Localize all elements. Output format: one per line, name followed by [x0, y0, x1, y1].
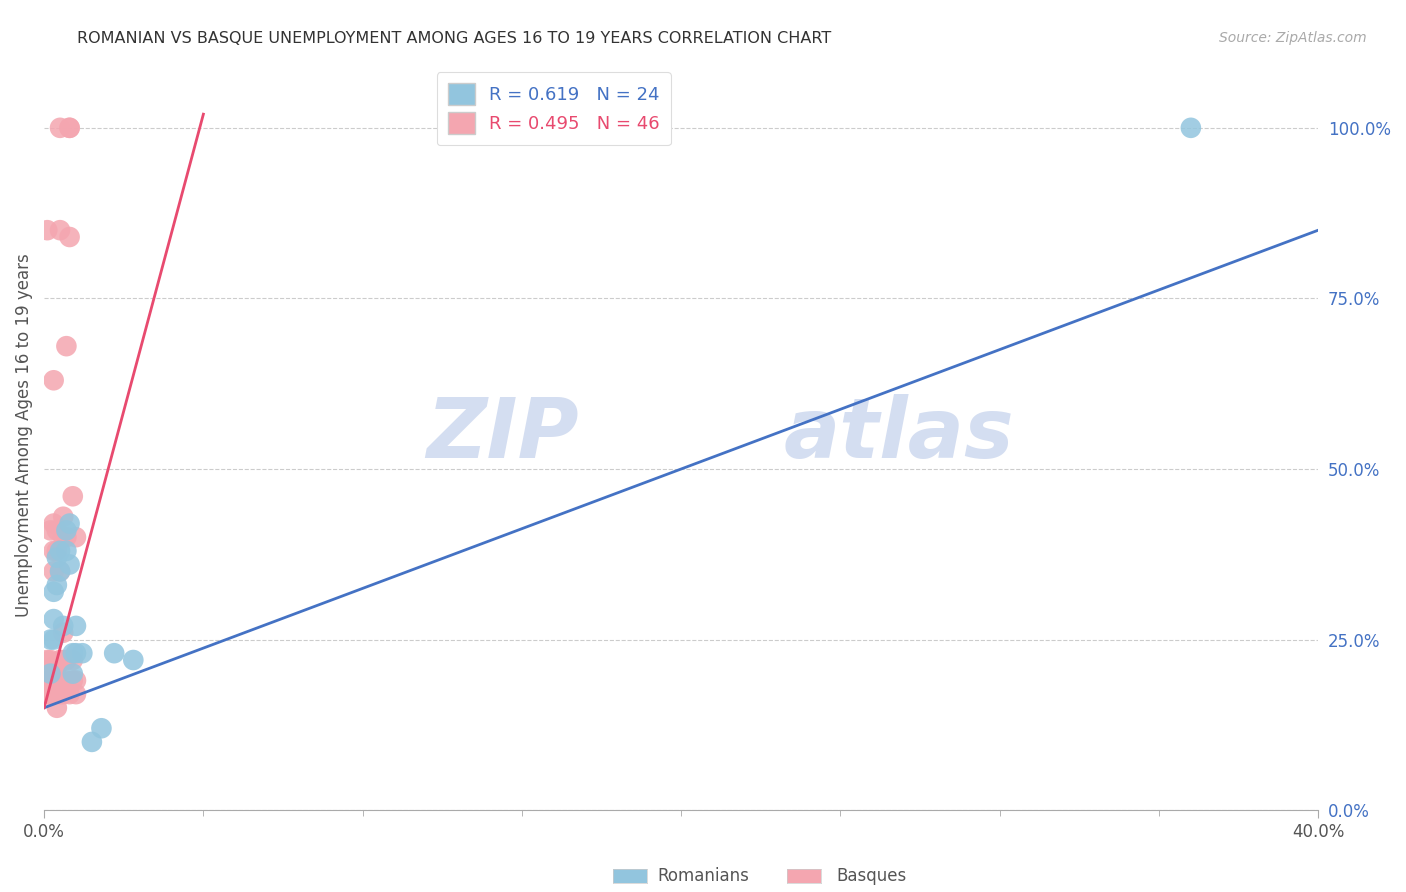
Point [39, 632, 62, 647]
Point [49, 120, 72, 135]
Point [45, 673, 67, 688]
Point [65, 619, 87, 633]
Point [103, 646, 125, 660]
Point [39, 687, 62, 701]
Point [65, 646, 87, 660]
Point [62, 673, 84, 688]
Point [55, 524, 77, 538]
Point [37, 687, 59, 701]
Point [37, 673, 59, 688]
Point [58, 120, 80, 135]
Point [90, 721, 112, 735]
Point [52, 625, 75, 640]
Point [58, 120, 80, 135]
Point [45, 578, 67, 592]
Point [49, 673, 72, 688]
Text: Basques: Basques [837, 867, 907, 885]
Point [62, 489, 84, 503]
Point [55, 339, 77, 353]
Point [58, 558, 80, 572]
Point [45, 544, 67, 558]
Point [42, 632, 65, 647]
Point [62, 666, 84, 681]
Point [55, 681, 77, 695]
Point [42, 687, 65, 701]
Point [49, 687, 72, 701]
Point [62, 646, 84, 660]
Point [1180, 120, 1202, 135]
Point [42, 544, 65, 558]
Point [55, 530, 77, 544]
Text: atlas: atlas [783, 394, 1014, 475]
Point [45, 550, 67, 565]
Point [42, 660, 65, 674]
Point [39, 673, 62, 688]
Point [39, 524, 62, 538]
Point [58, 230, 80, 244]
Point [65, 530, 87, 544]
Point [65, 673, 87, 688]
Point [42, 584, 65, 599]
Point [45, 660, 67, 674]
Point [72, 646, 94, 660]
Point [45, 524, 67, 538]
Point [49, 564, 72, 578]
Point [80, 735, 103, 749]
Point [55, 673, 77, 688]
Text: Romanians: Romanians [657, 867, 749, 885]
Point [49, 544, 72, 558]
Point [42, 612, 65, 626]
Point [52, 653, 75, 667]
Point [45, 700, 67, 714]
Point [49, 653, 72, 667]
Point [122, 653, 145, 667]
Y-axis label: Unemployment Among Ages 16 to 19 years: Unemployment Among Ages 16 to 19 years [15, 253, 32, 616]
Point [42, 373, 65, 387]
Point [52, 530, 75, 544]
Text: ROMANIAN VS BASQUE UNEMPLOYMENT AMONG AGES 16 TO 19 YEARS CORRELATION CHART: ROMANIAN VS BASQUE UNEMPLOYMENT AMONG AG… [77, 31, 831, 46]
Point [55, 653, 77, 667]
Point [49, 223, 72, 237]
Point [37, 653, 59, 667]
Point [42, 516, 65, 531]
Point [37, 223, 59, 237]
Point [58, 516, 80, 531]
Point [42, 673, 65, 688]
Point [62, 653, 84, 667]
Point [58, 687, 80, 701]
Point [39, 653, 62, 667]
Point [52, 687, 75, 701]
Text: Source: ZipAtlas.com: Source: ZipAtlas.com [1219, 31, 1367, 45]
Point [39, 666, 62, 681]
Point [52, 619, 75, 633]
Point [55, 544, 77, 558]
Text: ZIP: ZIP [426, 394, 579, 475]
Legend: R = 0.619   N = 24, R = 0.495   N = 46: R = 0.619 N = 24, R = 0.495 N = 46 [437, 72, 671, 145]
Point [49, 564, 72, 578]
Point [65, 687, 87, 701]
Point [42, 564, 65, 578]
Point [52, 509, 75, 524]
